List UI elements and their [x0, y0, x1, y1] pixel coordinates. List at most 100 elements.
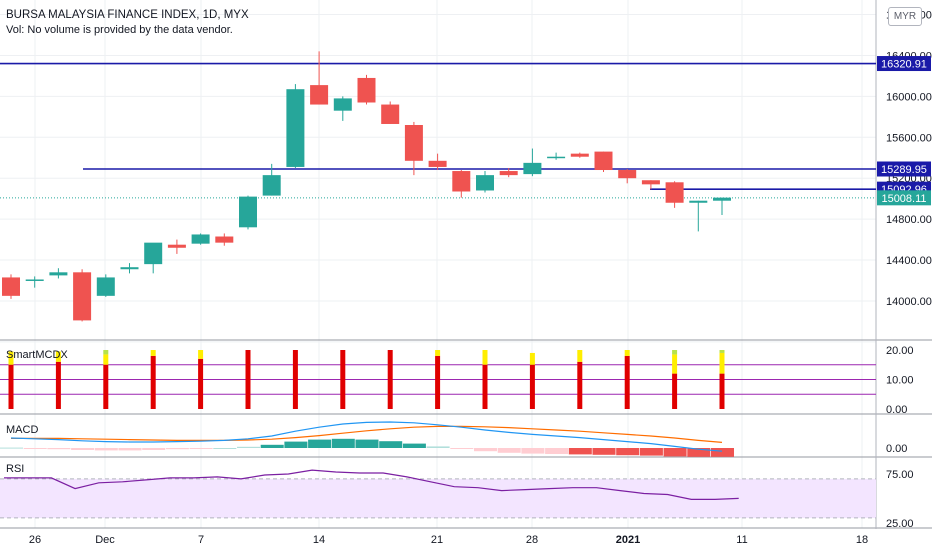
- last-price-label: 15008.11: [881, 193, 926, 205]
- macd-histogram-bar: [165, 448, 189, 450]
- candle-body: [144, 242, 163, 265]
- macd-label[interactable]: MACD: [6, 424, 39, 436]
- macd-histogram-bar: [71, 448, 95, 450]
- candle-body: [428, 160, 447, 167]
- macd-histogram-bar: [402, 443, 426, 448]
- candle-body: [499, 171, 518, 176]
- rsi-y-tick-label: 75.00: [886, 469, 914, 481]
- macd-histogram-bar: [189, 448, 213, 449]
- candle-body: [523, 162, 542, 175]
- macd-histogram-bar: [331, 438, 355, 448]
- macd-histogram-bar: [450, 448, 474, 449]
- macd-histogram-bar: [23, 448, 47, 449]
- y-tick-label: 16000.00: [886, 91, 932, 103]
- macd-histogram-bar: [616, 448, 640, 456]
- macd-histogram-bar: [568, 448, 592, 455]
- mcdx-bar-yellow: [529, 352, 535, 365]
- mcdx-bar-red: [55, 361, 61, 409]
- candle-body: [547, 156, 566, 159]
- mcdx-y-tick-label: 20.00: [886, 345, 914, 357]
- mcdx-bar-red: [150, 355, 156, 409]
- candle-body: [310, 85, 329, 105]
- candle-body: [452, 171, 471, 192]
- candle-body: [262, 175, 281, 196]
- mcdx-y-tick-label: 10.00: [886, 375, 914, 387]
- x-tick-label: 7: [198, 534, 204, 546]
- mcdx-bar-green: [672, 350, 678, 355]
- macd-histogram-bar: [142, 448, 166, 450]
- macd-histogram-bar: [426, 446, 450, 448]
- mcdx-bar-yellow: [435, 350, 441, 356]
- macd-histogram-bar: [545, 448, 569, 454]
- macd-histogram-bar: [0, 447, 23, 449]
- mcdx-bar-red: [292, 350, 298, 409]
- macd-histogram-bar: [308, 439, 332, 448]
- y-tick-label: 14800.00: [886, 214, 932, 226]
- macd-histogram-bar: [474, 448, 497, 452]
- mcdx-bar-yellow: [198, 350, 204, 359]
- macd-line: [10, 421, 723, 452]
- mcdx-bar-red: [8, 364, 14, 409]
- mcdx-bar-yellow: [624, 350, 630, 356]
- mcdx-bar-red: [245, 350, 251, 409]
- candle-body: [191, 234, 210, 244]
- horizontal-level-label: 16320.91: [881, 59, 927, 71]
- macd-histogram-bar: [284, 441, 308, 448]
- candle-body: [357, 77, 376, 103]
- mcdx-bar-red: [198, 358, 204, 409]
- x-tick-label: 28: [526, 534, 538, 546]
- currency-button[interactable]: MYR: [888, 7, 922, 26]
- macd-signal-line: [11, 425, 723, 443]
- macd-histogram-bar: [237, 446, 260, 448]
- candle-body: [286, 89, 305, 167]
- smart-mcdx-label[interactable]: SmartMCDX: [6, 349, 68, 361]
- macd-y-tick-label: 0.00: [886, 443, 907, 455]
- y-tick-label: 14400.00: [886, 255, 932, 267]
- rsi-line: [4, 469, 739, 500]
- candle-body: [641, 180, 660, 185]
- chart-title: BURSA MALAYSIA FINANCE INDEX, 1D, MYX: [6, 9, 249, 21]
- macd-histogram-bar: [94, 448, 118, 451]
- candle-body: [333, 98, 352, 111]
- mcdx-bar-yellow: [719, 352, 725, 374]
- mcdx-y-tick-label: 0.00: [886, 404, 907, 416]
- macd-histogram-bar: [592, 448, 616, 455]
- y-tick-label: 15600.00: [886, 132, 932, 144]
- mcdx-bar-green: [719, 350, 725, 353]
- mcdx-bar-yellow: [8, 351, 14, 365]
- macd-histogram-bar: [355, 439, 379, 448]
- y-tick-label: 14000.00: [886, 296, 932, 308]
- candle-body: [404, 125, 423, 161]
- candle-body: [618, 170, 637, 179]
- candle-body: [665, 182, 684, 203]
- candle-body: [476, 175, 494, 191]
- candle-body: [570, 153, 589, 157]
- candle-body: [96, 277, 115, 296]
- mcdx-bar-red: [719, 373, 725, 409]
- mcdx-bar-yellow: [55, 351, 61, 362]
- candle-body: [120, 267, 139, 270]
- mcdx-bar-red: [387, 350, 393, 409]
- macd-histogram-bar: [213, 448, 237, 449]
- candle-body: [49, 272, 68, 276]
- macd-histogram-bar: [663, 448, 687, 457]
- last-price-badge: [877, 190, 931, 206]
- candle-body: [381, 104, 400, 124]
- volume-note: Vol: No volume is provided by the data v…: [6, 24, 233, 36]
- mcdx-bar-yellow: [482, 350, 488, 365]
- mcdx-bar-yellow: [577, 350, 583, 362]
- candle-body: [689, 200, 708, 203]
- rsi-y-tick-label: 25.00: [886, 518, 914, 530]
- horizontal-level-label: 15289.95: [881, 164, 927, 176]
- rsi-label[interactable]: RSI: [6, 463, 25, 475]
- mcdx-bar-red: [340, 350, 346, 409]
- time-axis: [0, 529, 932, 550]
- x-tick-label: 21: [431, 534, 443, 546]
- candle-body: [2, 277, 20, 296]
- x-tick-label: 18: [856, 534, 868, 546]
- mcdx-bar-red: [482, 364, 488, 409]
- rsi-band: [0, 478, 876, 518]
- x-tick-label: Dec: [95, 534, 115, 546]
